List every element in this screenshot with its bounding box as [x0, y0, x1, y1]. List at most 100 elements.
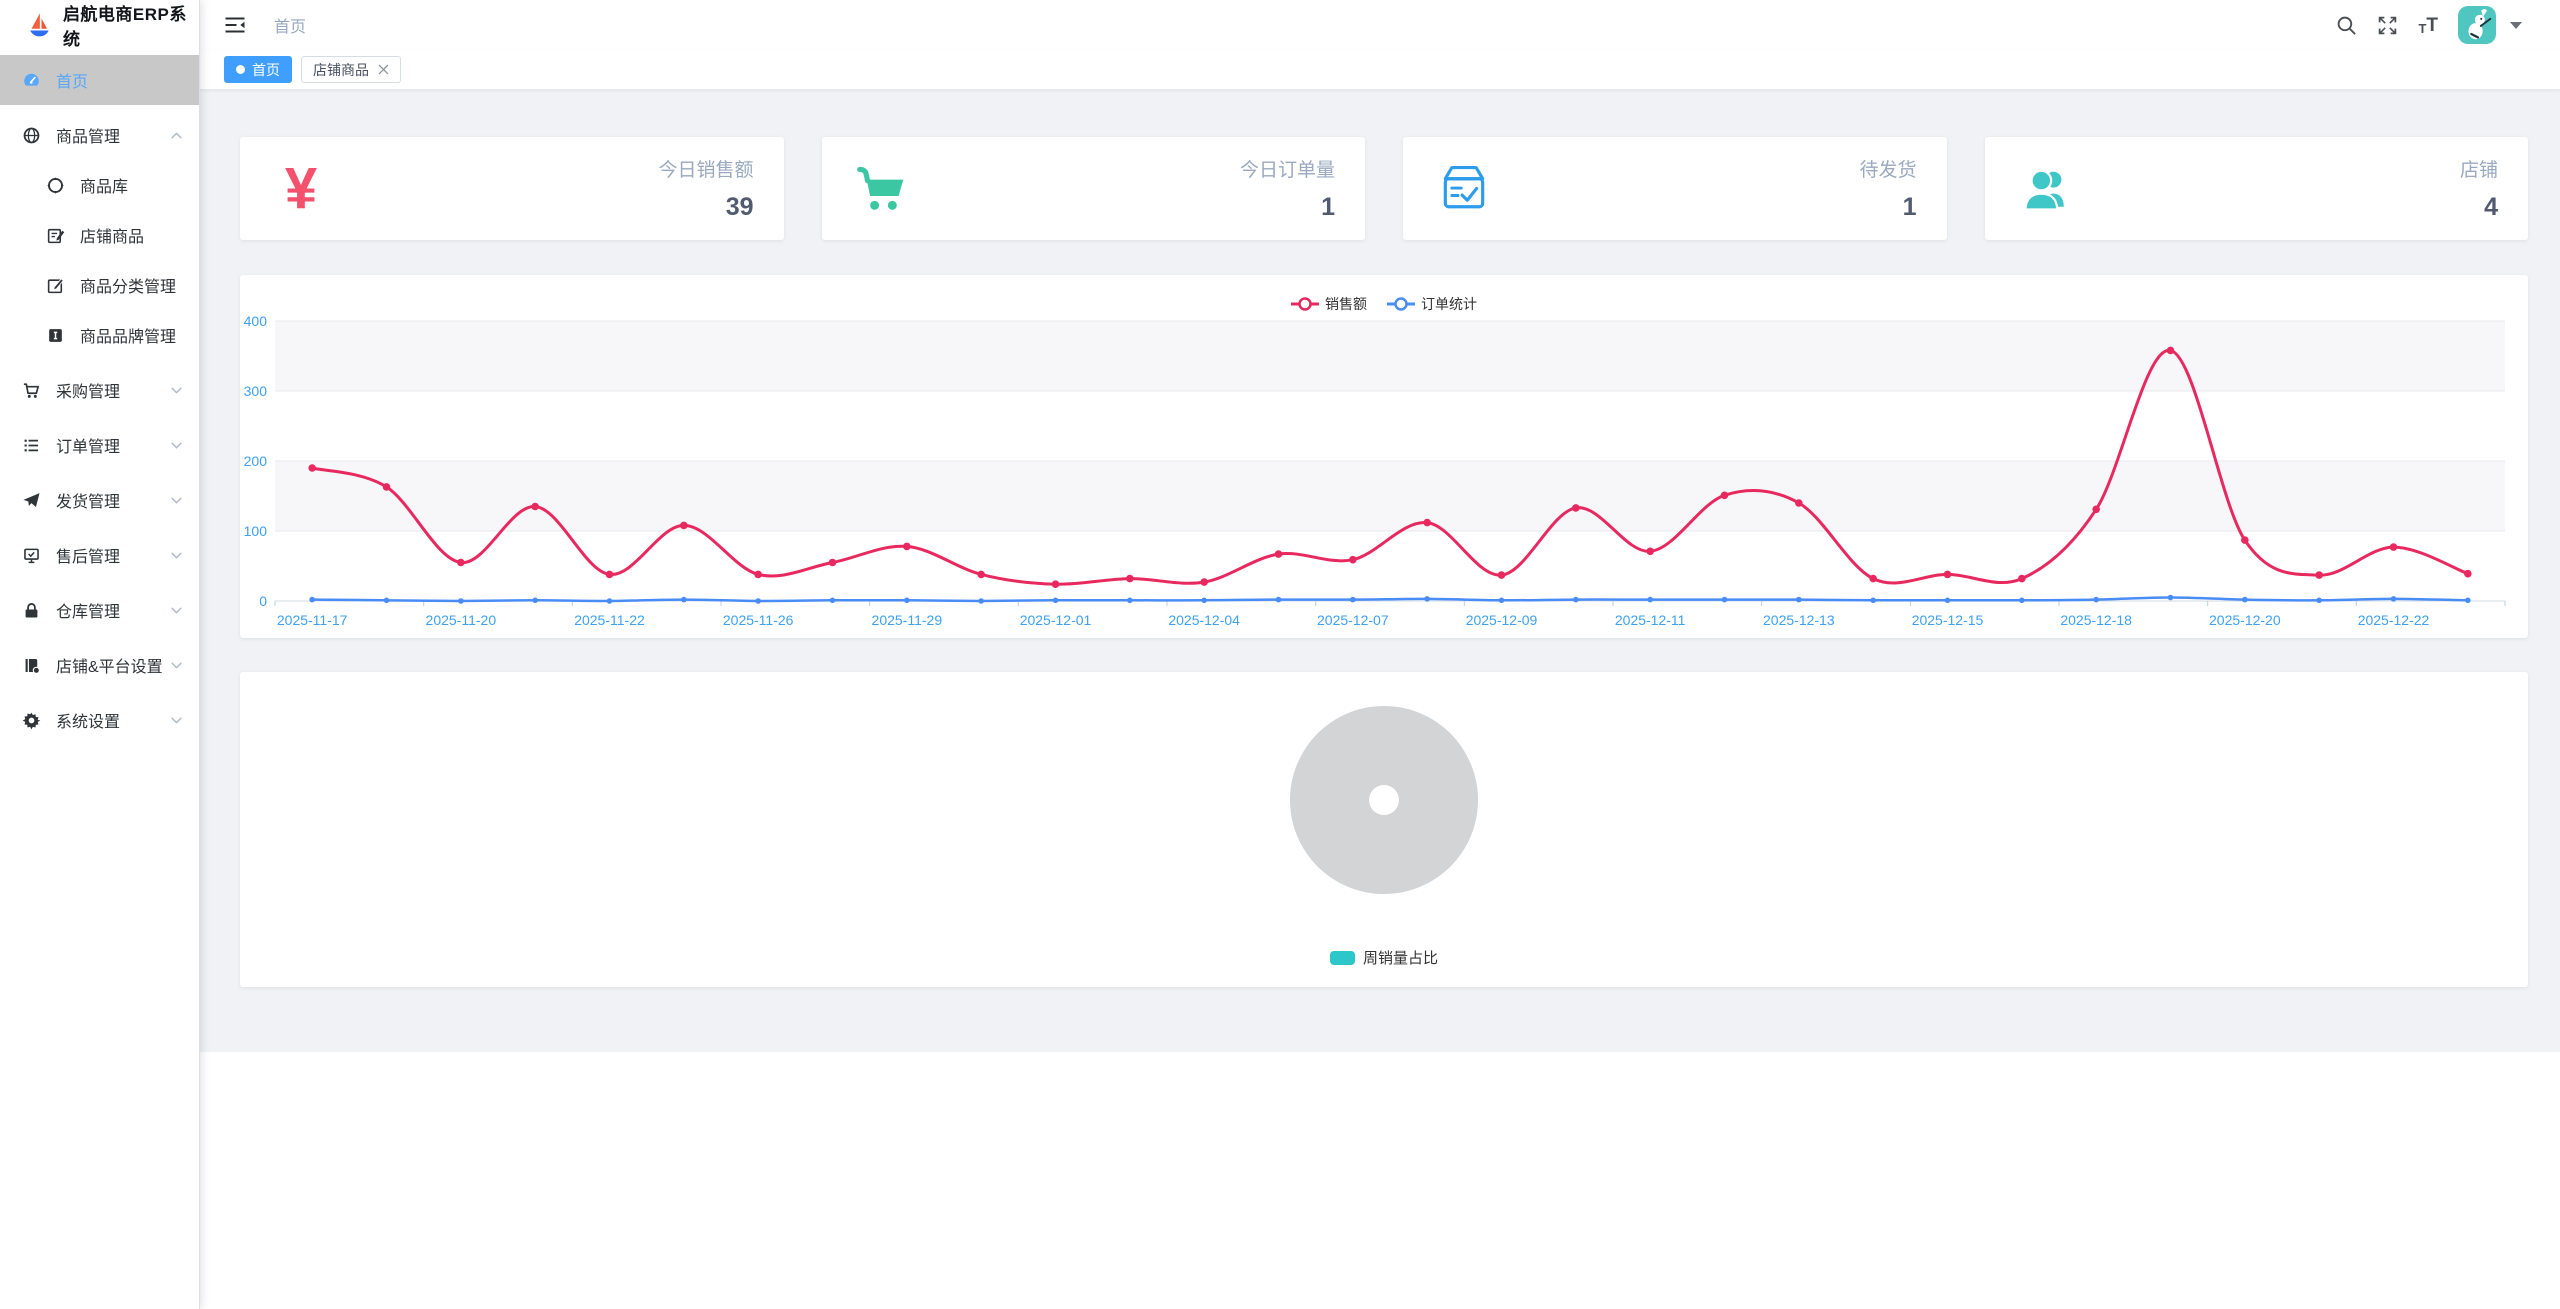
edit-note-icon — [46, 226, 65, 245]
sidebar-subitem-edit-square[interactable]: 商品分类管理 — [0, 260, 199, 310]
sidebar-subitem-brand[interactable]: 商品品牌管理 — [0, 310, 199, 360]
aftersale-icon — [22, 546, 41, 565]
sidebar-item-label: 商品管理 — [56, 129, 121, 146]
svg-text:2025-11-29: 2025-11-29 — [872, 612, 943, 628]
sidebar-item-globe[interactable]: 商品管理 — [0, 110, 199, 160]
app-main: ¥ 今日销售额 39 今日订单量 1 待发货 1 店铺 4 0 100 200 300 400 2025-… — [200, 90, 2560, 1052]
svg-text:2025-12-22: 2025-12-22 — [2358, 612, 2430, 628]
dashboard-icon — [22, 71, 41, 90]
svg-text:200: 200 — [244, 453, 268, 469]
svg-text:100: 100 — [244, 523, 268, 539]
sales-line-chart: 0 100 200 300 400 2025-11-17 2025-11-20 2025-11… — [244, 296, 2506, 628]
tab-close-icon[interactable] — [378, 64, 389, 75]
stat-cards-row: ¥ 今日销售额 39 今日订单量 1 待发货 1 店铺 4 — [240, 137, 2528, 240]
stat-card-1: ¥ 今日销售额 39 — [240, 137, 784, 240]
sidebar-item-label: 首页 — [56, 74, 89, 91]
active-tab-dot — [236, 65, 245, 74]
sidebar-item-ledger[interactable]: 店铺&平台设置 — [0, 640, 199, 690]
stat-card-label: 今日销售额 — [658, 160, 754, 181]
list-icon — [22, 436, 41, 455]
svg-text:周销量占比: 周销量占比 — [1363, 950, 1438, 967]
sidebar-item-send[interactable]: 发货管理 — [0, 475, 199, 525]
sidebar-subitem-label: 店铺商品 — [80, 229, 145, 246]
sidebar-item-list[interactable]: 订单管理 — [0, 420, 199, 470]
svg-text:销售额: 销售额 — [1325, 296, 1367, 312]
sidebar-toggle-icon[interactable] — [224, 15, 246, 35]
caret-down-icon[interactable] — [2510, 21, 2522, 29]
svg-text:2025-12-15: 2025-12-15 — [1912, 612, 1984, 628]
svg-text:300: 300 — [244, 383, 268, 399]
svg-text:0: 0 — [259, 593, 267, 609]
svg-text:2025-11-26: 2025-11-26 — [723, 612, 794, 628]
chevron-down-icon — [170, 604, 183, 617]
edit-square-icon — [46, 276, 65, 295]
sidebar-subitem-edit-note[interactable]: 店铺商品 — [0, 210, 199, 260]
cart-icon — [852, 158, 914, 220]
gear-icon — [22, 711, 41, 730]
sidebar-item-label: 采购管理 — [56, 384, 121, 401]
chevron-up-icon — [170, 129, 183, 142]
app-title: 启航电商ERP系统 — [62, 5, 187, 49]
sidebar-item-label: 仓库管理 — [56, 604, 121, 621]
sidebar-item-label: 售后管理 — [56, 549, 121, 566]
stat-card-label: 今日订单量 — [1239, 160, 1335, 181]
compass-icon — [46, 176, 65, 195]
svg-text:订单统计: 订单统计 — [1421, 296, 1477, 312]
stat-card-4: 店铺 4 — [1984, 137, 2528, 240]
sidebar-menu: 首页商品管理商品库店铺商品商品分类管理商品品牌管理采购管理订单管理发货管理售后管… — [0, 55, 199, 745]
tab-bar: 首页 店铺商品 — [200, 50, 2560, 90]
breadcrumb[interactable]: 首页 — [274, 19, 307, 36]
svg-text:2025-12-20: 2025-12-20 — [2209, 612, 2281, 628]
users-icon — [2015, 158, 2077, 220]
chevron-down-icon — [170, 384, 183, 397]
sidebar-item-aftersale[interactable]: 售后管理 — [0, 530, 199, 580]
sidebar-item-dashboard[interactable]: 首页 — [0, 55, 199, 105]
rabbit-avatar-icon — [2458, 6, 2496, 44]
lock-icon — [22, 601, 41, 620]
sidebar-item-cart[interactable]: 采购管理 — [0, 365, 199, 415]
cart-icon — [855, 161, 911, 217]
stat-card-value: 1 — [1902, 193, 1917, 221]
svg-text:2025-11-22: 2025-11-22 — [574, 612, 645, 628]
stat-card-3: 待发货 1 — [1403, 137, 1947, 240]
chevron-down-icon — [170, 494, 183, 507]
send-icon — [22, 491, 41, 510]
tab-label: 店铺商品 — [313, 61, 369, 78]
avatar[interactable] — [2458, 6, 2496, 44]
stat-card-value: 39 — [725, 193, 754, 221]
chevron-down-icon — [170, 439, 183, 452]
sidebar-subitem-label: 商品分类管理 — [80, 279, 177, 296]
yen-icon: ¥ — [284, 155, 318, 221]
package-check-icon — [1433, 158, 1495, 220]
stat-card-label: 店铺 — [2459, 160, 2498, 181]
chevron-down-icon — [170, 549, 183, 562]
sidebar-item-gear[interactable]: 系统设置 — [0, 695, 199, 745]
chevron-down-icon — [170, 714, 183, 727]
tab-active[interactable]: 首页 — [224, 56, 292, 83]
package-check-icon — [1436, 161, 1492, 217]
svg-text:400: 400 — [244, 313, 268, 329]
svg-text:2025-12-01: 2025-12-01 — [1020, 612, 1092, 628]
tab-item[interactable]: 店铺商品 — [301, 56, 401, 83]
sailboat-logo-icon — [26, 11, 53, 39]
globe-icon — [22, 126, 41, 145]
app-logo: 启航电商ERP系统 — [0, 0, 199, 50]
stat-card-value: 1 — [1321, 193, 1335, 221]
svg-text:2025-12-13: 2025-12-13 — [1763, 612, 1835, 628]
stat-card-label: 待发货 — [1859, 160, 1917, 181]
svg-text:2025-12-11: 2025-12-11 — [1615, 612, 1686, 628]
sidebar-item-label: 发货管理 — [56, 494, 121, 511]
fullscreen-icon[interactable] — [2377, 15, 2398, 36]
svg-text:2025-12-07: 2025-12-07 — [1317, 612, 1389, 628]
sidebar-item-lock[interactable]: 仓库管理 — [0, 585, 199, 635]
svg-text:2025-12-09: 2025-12-09 — [1466, 612, 1538, 628]
search-icon[interactable] — [2336, 15, 2357, 36]
svg-text:2025-12-18: 2025-12-18 — [2060, 612, 2132, 628]
sales-line-chart-card: 0 100 200 300 400 2025-11-17 2025-11-20 2025-11… — [240, 275, 2528, 638]
sidebar-item-label: 店铺&平台设置 — [56, 659, 163, 676]
sidebar-subitem-compass[interactable]: 商品库 — [0, 160, 199, 210]
